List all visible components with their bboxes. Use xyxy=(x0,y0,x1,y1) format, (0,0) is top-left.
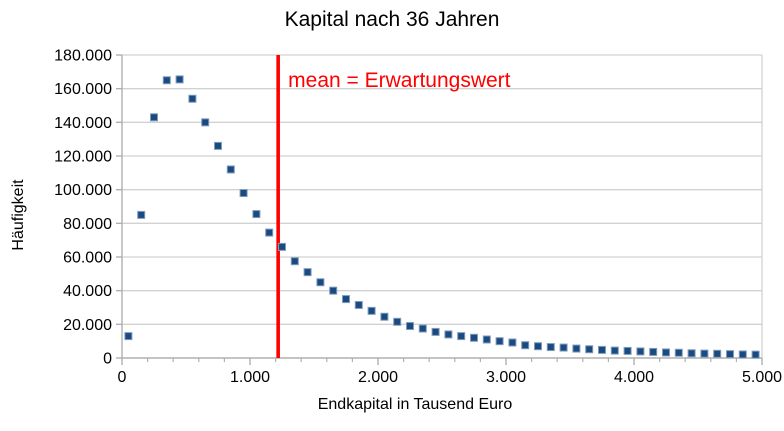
x-tick-label: 3.000 xyxy=(486,369,526,386)
data-point xyxy=(226,165,235,174)
data-point xyxy=(265,228,274,237)
data-point xyxy=(354,300,363,309)
y-tick-label: 160.000 xyxy=(54,81,112,98)
y-tick-label: 20.000 xyxy=(63,317,112,334)
data-point xyxy=(150,113,158,122)
data-point xyxy=(201,118,210,127)
data-point xyxy=(393,317,402,326)
data-point xyxy=(137,210,146,219)
x-tick-label: 2.000 xyxy=(358,369,398,386)
data-point xyxy=(700,349,709,358)
data-point xyxy=(662,348,670,357)
data-point xyxy=(252,210,261,219)
data-point xyxy=(342,295,350,304)
data-point xyxy=(546,343,555,352)
x-tick-label: 5.000 xyxy=(742,369,782,386)
data-point xyxy=(713,349,722,358)
data-point xyxy=(470,333,478,342)
data-point xyxy=(559,343,568,352)
data-point xyxy=(585,345,594,354)
data-point xyxy=(214,141,222,150)
data-point xyxy=(534,342,542,351)
data-point xyxy=(431,327,440,336)
data-point xyxy=(316,278,325,287)
mean-annotation: mean = Erwartungswert xyxy=(288,69,511,92)
data-point xyxy=(329,286,338,295)
data-point xyxy=(239,189,248,198)
data-point xyxy=(738,350,747,359)
y-tick-label: 100.000 xyxy=(54,182,112,199)
data-point xyxy=(508,338,517,347)
data-point xyxy=(598,345,606,354)
data-point xyxy=(444,330,453,339)
data-point xyxy=(188,94,197,103)
data-point xyxy=(418,324,427,333)
y-tick-label: 60.000 xyxy=(63,250,112,267)
data-point xyxy=(610,346,619,355)
data-point xyxy=(175,75,184,84)
data-point xyxy=(572,344,581,353)
data-point xyxy=(687,349,696,358)
data-point xyxy=(482,335,491,344)
data-point xyxy=(303,268,312,277)
data-point xyxy=(623,346,632,355)
y-tick-label: 0 xyxy=(103,351,112,368)
data-point xyxy=(674,348,683,357)
x-tick-label: 1.000 xyxy=(230,369,270,386)
data-point xyxy=(457,332,466,341)
chart-title: Kapital nach 36 Jahren xyxy=(284,8,500,31)
y-tick-label: 80.000 xyxy=(63,216,112,233)
data-point xyxy=(406,322,414,331)
data-point xyxy=(495,337,504,346)
y-tick-label: 120.000 xyxy=(54,149,112,166)
data-point xyxy=(124,332,133,341)
data-point xyxy=(290,257,299,266)
y-tick-label: 140.000 xyxy=(54,115,112,132)
y-tick-label: 40.000 xyxy=(63,283,112,300)
data-point xyxy=(649,347,658,356)
data-point xyxy=(726,350,734,359)
x-tick-label: 0 xyxy=(118,369,127,386)
data-point xyxy=(636,347,645,356)
y-tick-label: 180.000 xyxy=(54,48,112,65)
data-point xyxy=(380,312,389,321)
x-axis-title: Endkapital in Tausend Euro xyxy=(317,396,513,413)
data-point xyxy=(367,306,376,315)
data-point xyxy=(278,242,286,251)
data-point xyxy=(521,341,530,350)
data-point xyxy=(751,350,760,359)
x-tick-label: 4.000 xyxy=(614,369,654,386)
data-point xyxy=(162,76,171,85)
